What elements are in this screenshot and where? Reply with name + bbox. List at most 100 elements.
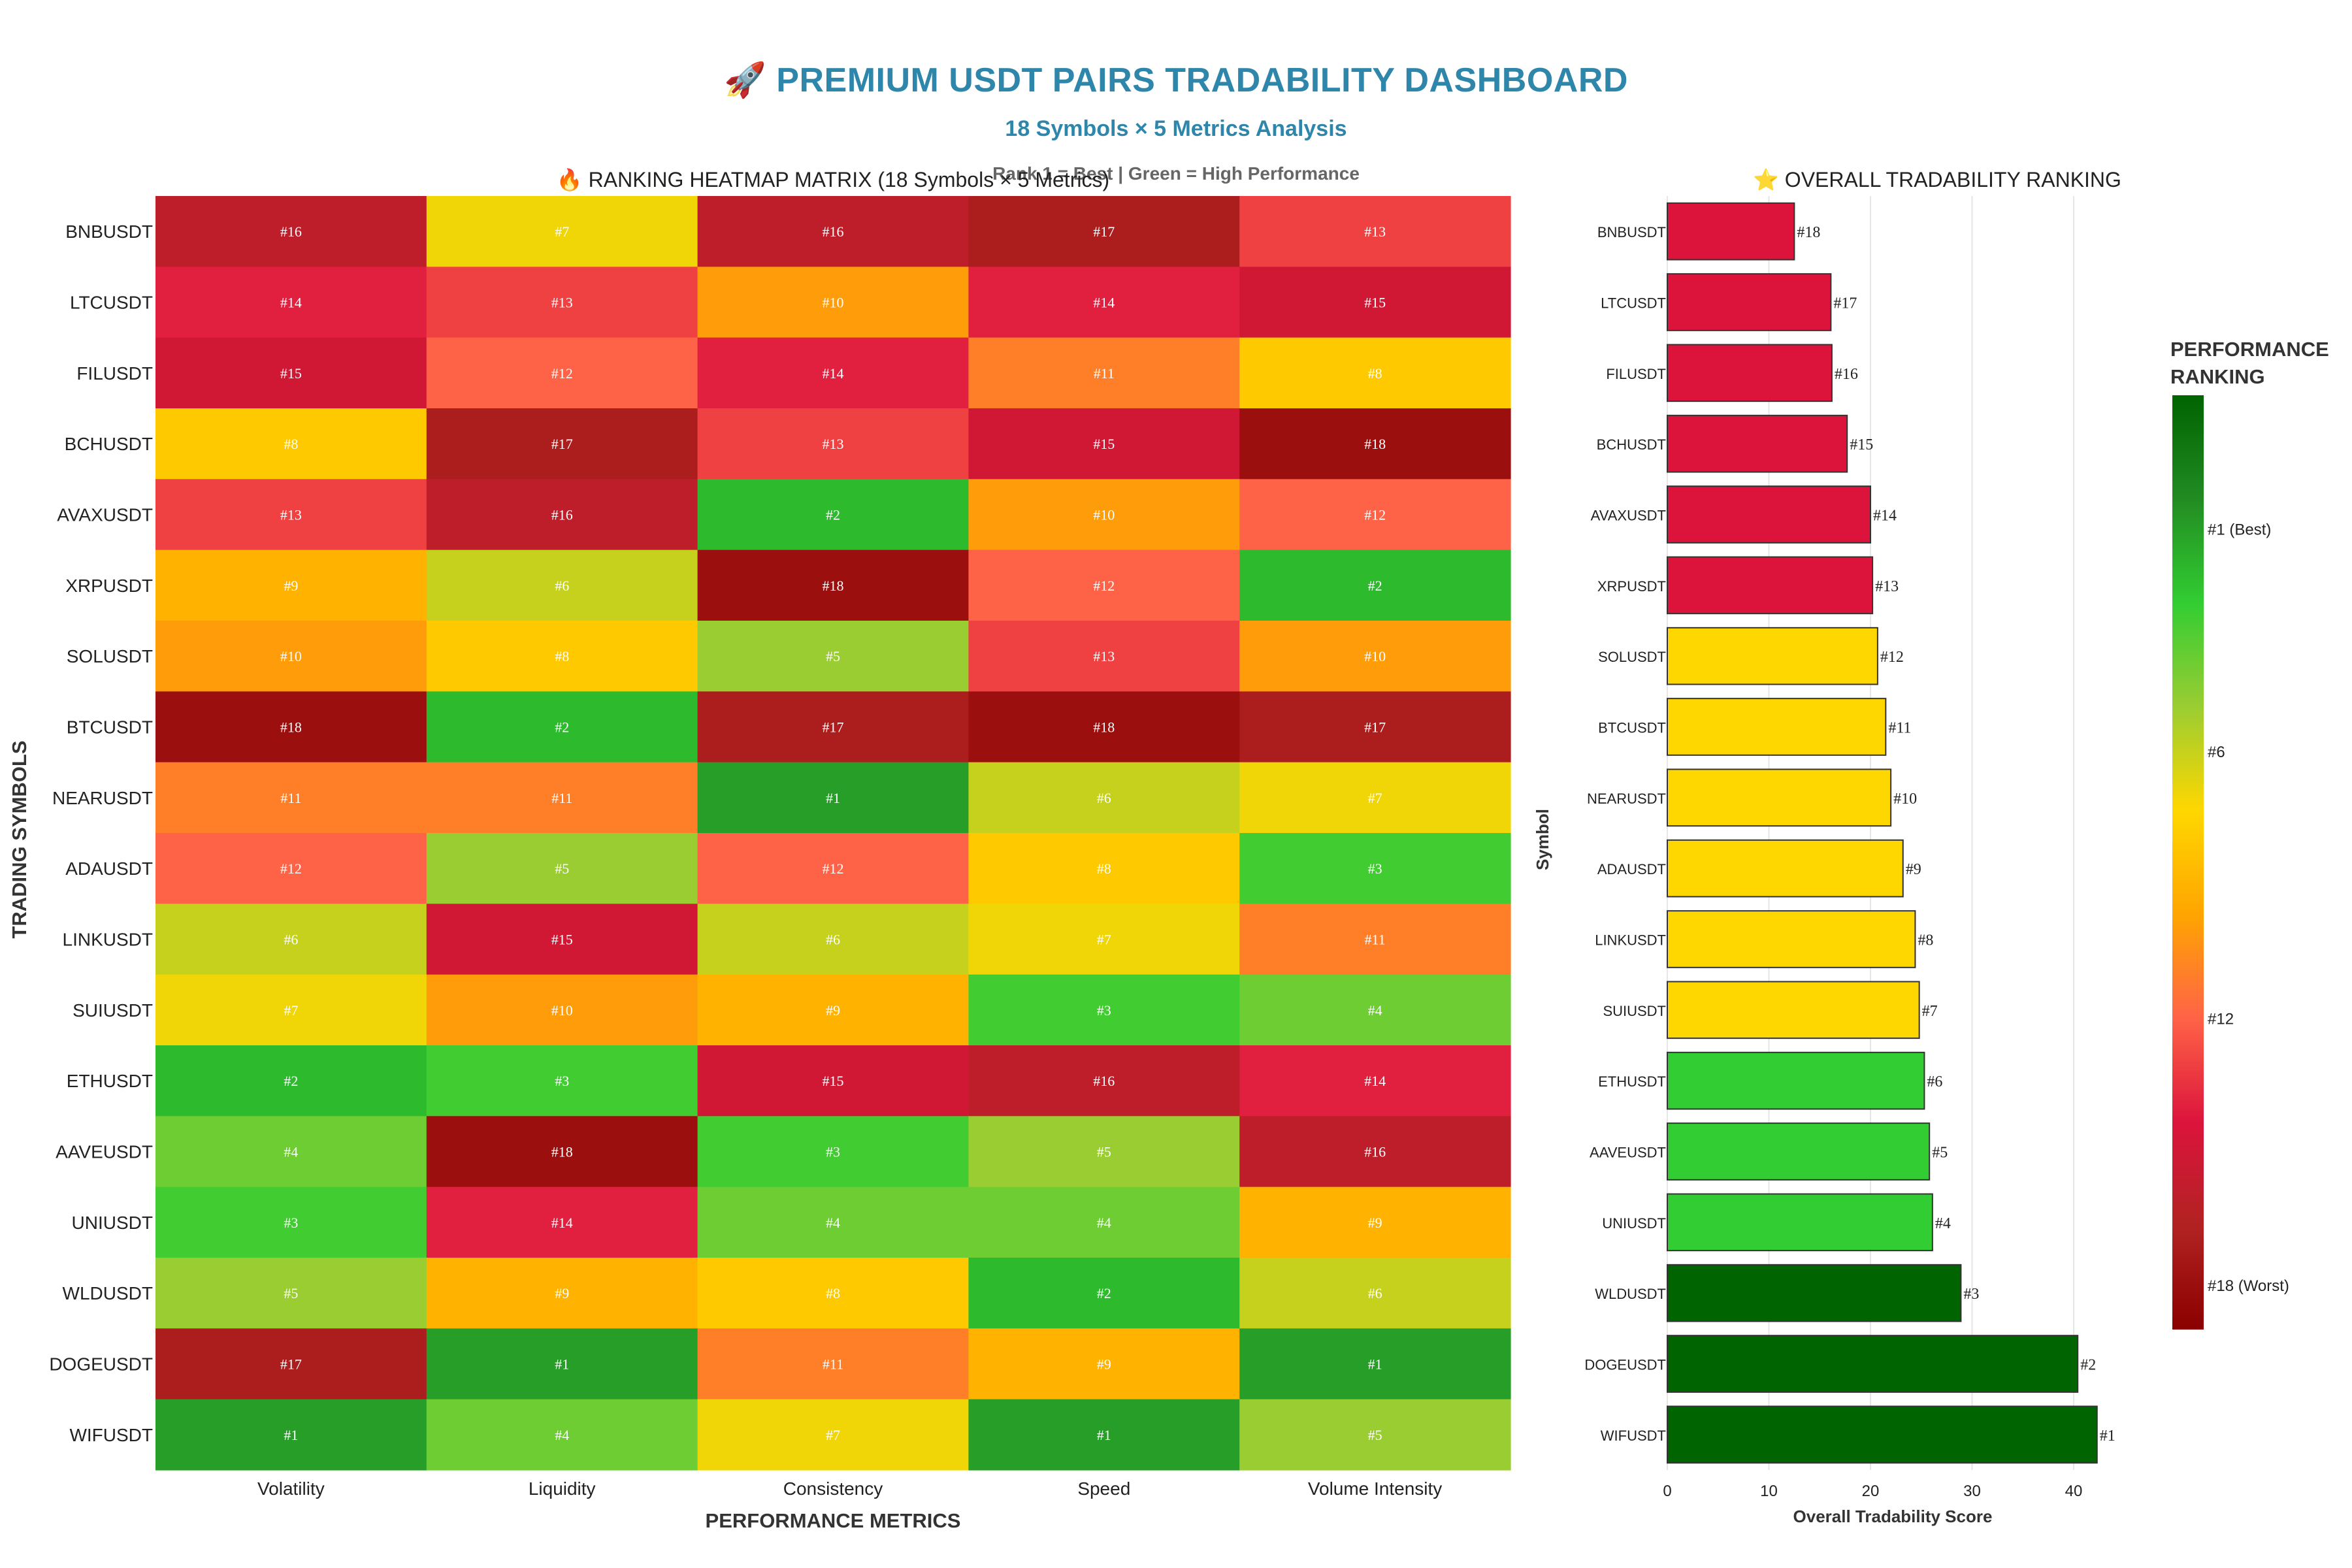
heatmap-row-labels: BNBUSDT LTCUSDT FILUSDT BCHUSDT AVAXUSDT XRPU… [49,221,153,1445]
heatmap-cell-label: #17 [823,719,844,736]
heatmap-column-label: Volatility [257,1478,325,1499]
heatmap-cell-label: #8 [284,436,298,452]
heatmap-cell [155,833,427,904]
bar [1667,414,1848,473]
bar-data-label: #4 [1935,1215,1951,1232]
heatmap-cell [697,974,969,1046]
bar-x-tick-label: 0 [1663,1482,1671,1500]
heatmap-cell [1239,1116,1511,1188]
heatmap-cell [426,1399,698,1471]
bar-data-label: #11 [1888,720,1911,737]
heatmap-cell-label: #5 [826,648,840,664]
heatmap-cell-label: #11 [280,790,301,806]
heatmap-cell [426,479,698,551]
heatmap-cell-label: #1 [826,790,840,806]
colorbar-title-line1: PERFORMANCE [2170,338,2329,361]
bar-category-label: XRPUSDT [1597,578,1666,595]
heatmap-cell-label: #3 [1097,1002,1111,1019]
heatmap-cell [155,337,427,409]
heatmap-cell-label: #9 [1097,1356,1111,1373]
heatmap-cell-label: #4 [1368,1002,1382,1019]
heatmap-cell [426,408,698,480]
heatmap-cell [155,1328,427,1400]
heatmap-cell [426,762,698,834]
bar-data-label: #10 [1893,791,1917,808]
heatmap-row-label: ETHUSDT [67,1071,153,1091]
heatmap-cell-label: #17 [551,436,573,452]
heatmap-cell [968,833,1240,904]
heatmap-cell [697,549,969,621]
heatmap-cell-label: #15 [280,365,302,382]
bar-x-tick-label: 20 [1862,1482,1880,1500]
bar [1667,627,1878,685]
heatmap-cell [1239,1045,1511,1117]
heatmap-cell-label: #12 [1093,578,1115,594]
heatmap-column-label: Consistency [783,1478,883,1499]
heatmap-cell-label: #16 [823,223,844,240]
bar [1667,981,1920,1039]
heatmap-cell [697,479,969,551]
colorbar-tick-label: #12 [2208,1010,2234,1028]
heatmap-cell [426,621,698,692]
heatmap-cell [155,479,427,551]
heatmap-cell-label: #7 [555,223,569,240]
heatmap-cell [1239,1399,1511,1471]
bar [1667,698,1887,756]
bar-data-label: #3 [1963,1286,1979,1303]
ranking-bar-chart: ⭐ OVERALL TRADABILITY RANKING #18#17#16#… [1533,168,2121,1526]
heatmap-cell-label: #3 [826,1144,840,1160]
bar-data-label: #17 [1833,295,1857,312]
bar [1667,910,1916,968]
heatmap-cell [968,408,1240,480]
heatmap-cell [697,1258,969,1329]
heatmap-cell-label: #3 [555,1073,569,1089]
heatmap-cell [426,1258,698,1329]
heatmap-cell [1239,408,1511,480]
bar-chart-x-ticks: 0 10 20 30 40 [1663,1482,2082,1500]
heatmap-cell [697,1186,969,1258]
bar-chart-bars: #18 #17 #16 #15 #14 #13 #12 #11 #10 #9 #8 #7 #6 #5 #4 #… [1667,202,2115,1464]
heatmap-cell-label: #2 [1368,578,1382,594]
heatmap-cell-label: #18 [1364,436,1386,452]
heatmap-cell-label: #1 [1368,1356,1382,1373]
heatmap-cell [968,974,1240,1046]
colorbar-tick-label: #6 [2208,743,2225,761]
heatmap-y-axis-label: TRADING SYMBOLS [8,740,31,938]
heatmap-cell [155,1399,427,1471]
heatmap-x-axis-label: PERFORMANCE METRICS [706,1509,961,1532]
bar-category-label: WLDUSDT [1595,1286,1666,1302]
heatmap-cell [426,1186,698,1258]
heatmap-cell [968,1328,1240,1400]
heatmap-cell-label: #10 [1364,648,1386,664]
heatmap-cell [968,1045,1240,1117]
heatmap-cell [1239,337,1511,409]
colorbar-legend: PERFORMANCE RANKING #1 (Best) #6 #12 #18 (W… [2170,338,2329,1330]
heatmap-cell [697,196,969,267]
heatmap-cell-label: #16 [280,223,302,240]
heatmap-cell [968,337,1240,409]
heatmap-cell [1239,196,1511,267]
heatmap-cell [426,904,698,975]
bar-category-label: BTCUSDT [1598,720,1666,736]
heatmap-cell-label: #9 [1368,1215,1382,1231]
heatmap-cell-label: #2 [826,507,840,523]
heatmap-cell-label: #17 [1093,223,1115,240]
heatmap-cell-label: #12 [823,860,844,877]
heatmap-cell [1239,904,1511,975]
bar-data-label: #6 [1927,1073,1942,1090]
heatmap-cell [155,1186,427,1258]
heatmap-cell-label: #8 [1368,365,1382,382]
heatmap-cell [1239,762,1511,834]
heatmap-cell [426,1328,698,1400]
heatmap-cell [968,691,1240,763]
bar-data-label: #1 [2100,1428,2115,1445]
heatmap-cell-label: #4 [826,1215,840,1231]
colorbar-tick-label: #1 (Best) [2208,521,2271,538]
heatmap-cell [426,974,698,1046]
bar-category-label: NEARUSDT [1587,791,1666,807]
heatmap-cell-label: #16 [1093,1073,1115,1089]
bar-category-label: BCHUSDT [1597,436,1666,453]
page-subtitle: 18 Symbols × 5 Metrics Analysis [1005,116,1347,141]
